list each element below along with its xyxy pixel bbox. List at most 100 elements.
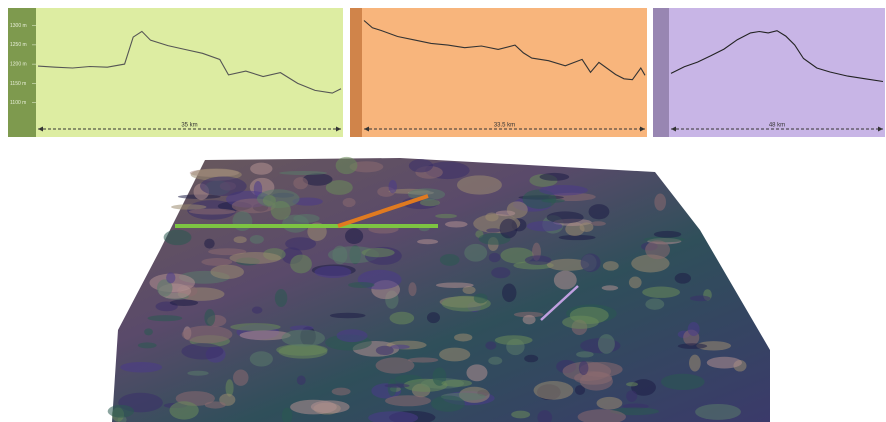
terrain-patch	[562, 316, 599, 329]
terrain-patch	[138, 342, 157, 348]
terrain-patch	[201, 258, 232, 266]
y-tick-label: 1250 m	[10, 42, 27, 48]
terrain-patch	[602, 285, 619, 290]
terrain-patch	[690, 296, 711, 302]
terrain-patch	[523, 315, 536, 325]
terrain-patch	[441, 380, 472, 387]
terrain-patch	[408, 357, 439, 362]
terrain-patch	[541, 198, 564, 202]
terrain-patch	[654, 231, 681, 238]
panel-background	[653, 8, 885, 137]
terrain-patch	[495, 335, 533, 345]
terrain-patch	[488, 357, 502, 365]
terrain-patch	[645, 299, 664, 310]
distance-label: 35 km	[181, 123, 197, 129]
terrain-patch	[457, 175, 502, 194]
terrain-patch	[539, 185, 588, 195]
terrain-patch	[147, 315, 182, 321]
terrain-patch	[491, 267, 510, 278]
terrain-patch	[431, 395, 465, 411]
terrain-patch	[171, 204, 206, 209]
terrain-patch	[337, 329, 368, 342]
terrain-patch	[688, 322, 700, 336]
terrain-patch	[576, 351, 594, 357]
axis-strip	[653, 8, 669, 137]
terrain-patch	[169, 401, 198, 419]
distance-label: 48 km	[769, 123, 785, 129]
terrain-patch	[707, 357, 742, 369]
terrain-patch	[496, 210, 515, 216]
terrain-patch	[580, 222, 594, 232]
terrain-patch	[330, 313, 366, 318]
terrain-patch	[204, 239, 215, 249]
terrain-patch	[234, 236, 247, 243]
terrain-patch	[629, 276, 642, 288]
terrain-patch	[598, 334, 615, 354]
terrain-patch	[500, 219, 518, 239]
terrain-patch	[626, 390, 637, 401]
terrain-patch	[297, 376, 306, 385]
terrain-patch	[232, 211, 252, 231]
terrain-patch	[581, 253, 601, 272]
terrain-patch	[524, 355, 538, 363]
terrain-patch	[511, 411, 530, 419]
terrain-patch	[486, 228, 500, 232]
terrain-patch	[689, 355, 701, 372]
terrain-patch	[250, 163, 272, 175]
terrain-patch	[439, 348, 470, 362]
y-tick-label: 1100 m	[10, 100, 26, 106]
terrain-patch	[205, 401, 226, 408]
terrain-patch	[603, 261, 619, 271]
terrain-patch	[204, 309, 215, 326]
terrain-patch	[436, 282, 474, 288]
terrain-patch	[233, 369, 249, 385]
terrain-patch	[144, 328, 153, 335]
terrain-patch	[311, 400, 350, 413]
terrain-patch	[675, 273, 691, 284]
terrain-patch	[525, 255, 552, 265]
y-tick-label: 1200 m	[10, 61, 27, 67]
terrain-patch	[474, 293, 488, 303]
terrain-patch	[282, 330, 325, 347]
terrain-patch	[250, 235, 264, 244]
terrain-image	[108, 157, 770, 422]
terrain-patch	[314, 266, 351, 278]
terrain-patch	[597, 397, 623, 410]
terrain-patch	[435, 214, 457, 218]
terrain-patch	[120, 362, 162, 373]
terrain-patch	[388, 180, 397, 193]
terrain-patch	[200, 176, 247, 195]
panel-background	[350, 8, 647, 137]
axis-strip	[350, 8, 362, 137]
terrain-patch	[279, 171, 327, 175]
y-tick-label: 1300 m	[10, 23, 27, 29]
terrain-patch	[108, 405, 134, 418]
terrain-patch	[187, 371, 208, 376]
terrain-patch	[661, 374, 704, 390]
terrain-patch	[579, 361, 589, 375]
distance-label: 33.5 km	[494, 123, 515, 129]
figure-canvas: 1300 m 1250 m 1200 m 1150 m 1100 m 35 km 33.5 …	[0, 0, 886, 422]
y-tick-label: 1150 m	[10, 81, 26, 87]
terrain-patch	[427, 312, 440, 323]
terrain-patch	[230, 323, 280, 331]
terrain-patch	[376, 346, 394, 355]
terrain-patch	[293, 214, 319, 223]
terrain-patch	[554, 271, 577, 290]
terrain-patch	[164, 230, 192, 246]
terrain-patch	[589, 204, 610, 219]
terrain-patch	[409, 159, 433, 172]
terrain-patch	[534, 381, 574, 400]
terrain-patch	[642, 287, 680, 298]
terrain-patch	[654, 194, 666, 211]
panel-background	[8, 8, 343, 137]
terrain-patch	[166, 272, 175, 283]
terrain-patch	[348, 282, 374, 288]
terrain-patch	[263, 195, 276, 206]
terrain-patch	[547, 211, 584, 223]
terrain-patch	[384, 384, 409, 388]
terrain-patch	[170, 300, 198, 307]
terrain-patch	[293, 177, 308, 189]
terrain-patch	[189, 209, 236, 215]
figure: 1300 m 1250 m 1200 m 1150 m 1100 m 35 km 33.5 …	[0, 0, 886, 422]
